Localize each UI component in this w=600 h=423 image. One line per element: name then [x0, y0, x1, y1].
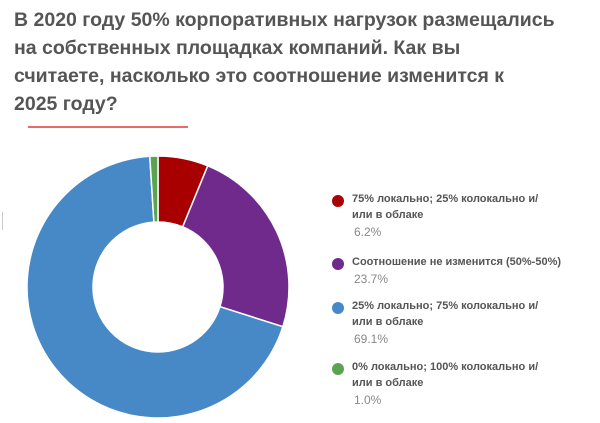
legend-value: 1.0%	[354, 393, 382, 407]
legend-label-line: или в облаке	[352, 316, 424, 328]
legend-label-line: 0% локально; 100% колокально и/	[352, 361, 539, 373]
title-accent-divider	[28, 126, 188, 128]
chart-title: В 2020 году 50% корпоративных нагрузок р…	[14, 6, 594, 118]
donut-slice-2	[181, 164, 290, 328]
chart-title-line-4: 2025 году?	[14, 93, 118, 115]
legend-swatch	[332, 258, 344, 270]
legend-label-line: 25% локально; 75% колокально и/	[352, 300, 539, 312]
legend-label: Соотношение не изменится (50%-50%)	[352, 254, 582, 270]
legend-value: 6.2%	[354, 225, 382, 239]
chart-title-line-2: на собственных площадках компаний. Как в…	[14, 37, 461, 59]
legend-label: 0% локально; 100% колокально и/ или в об…	[352, 359, 582, 391]
legend-value: 23.7%	[354, 272, 389, 286]
chart-title-line-1: В 2020 году 50% корпоративных нагрузок р…	[14, 9, 555, 31]
edge-divider	[2, 212, 3, 230]
legend-label-line: 75% локально; 25% колокально и/	[352, 193, 539, 205]
legend-label: 25% локально; 75% колокально и/ или в об…	[352, 298, 582, 330]
legend-label-line: или в облаке	[352, 209, 424, 221]
legend-label: 75% локально; 25% колокально и/ или в об…	[352, 191, 582, 223]
legend-swatch	[332, 195, 344, 207]
legend-value: 69.1%	[354, 332, 389, 346]
legend-label-line: Соотношение не изменится (50%-50%)	[352, 256, 562, 268]
donut-slice-4	[148, 155, 159, 223]
donut-slice-3	[26, 155, 284, 419]
legend-label-line: или в облаке	[352, 377, 424, 389]
legend-swatch	[332, 363, 344, 375]
chart-title-line-3: считаете, насколько это соотношение изме…	[14, 65, 505, 87]
legend-swatch	[332, 302, 344, 314]
